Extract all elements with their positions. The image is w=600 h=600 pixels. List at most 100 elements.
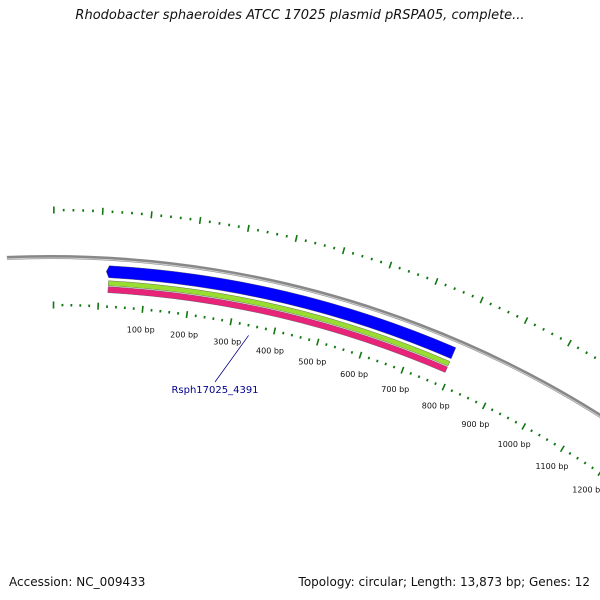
outer-minor-tick [314,241,317,245]
outer-minor-tick [489,302,492,306]
outer-minor-tick [559,336,563,340]
inner-minor-tick [545,438,549,442]
inner-major-tick [521,422,527,430]
accession-text: Accession: NC_009433 [9,575,146,589]
tick-label: 900 bp [461,420,489,429]
inner-minor-tick [514,420,518,424]
outer-minor-tick [304,239,307,243]
feature-track [106,265,457,373]
outer-minor-tick [542,327,545,331]
inner-major-tick [400,366,405,374]
inner-major-tick [481,402,487,410]
gene-label-leader [214,335,249,383]
inner-minor-tick [325,343,328,347]
outer-minor-tick [266,230,269,234]
outer-minor-tick [507,310,510,314]
outer-minor-tick [576,346,580,350]
outer-minor-tick [515,314,519,318]
inner-minor-tick [530,429,533,433]
outer-minor-tick [462,290,465,294]
inner-minor-tick [576,456,579,460]
tick-label: 1000 bp [498,440,531,449]
outer-minor-tick [323,244,326,247]
inner-minor-tick [376,359,379,363]
outer-minor-tick [276,232,279,236]
inner-minor-tick [425,378,429,382]
inner-minor-tick [333,345,337,349]
outer-tick-ring [53,206,597,360]
outer-major-tick [198,216,202,225]
tick-label: 1100 bp [535,462,568,471]
inner-minor-tick [409,371,413,375]
outer-minor-tick [416,273,420,277]
outer-minor-tick [425,276,429,280]
inner-minor-tick [568,451,572,455]
inner-minor-tick [434,382,437,386]
inner-major-tick [559,445,565,453]
inner-minor-tick [537,433,541,437]
inner-minor-tick [384,362,387,366]
outer-major-tick [434,277,439,286]
inner-minor-tick [307,338,311,342]
inner-minor-tick [299,335,302,339]
inner-minor-tick [553,442,557,446]
tick-label: 700 bp [381,385,409,394]
plasmid-backbone-highlight [6,257,600,418]
gene-label[interactable]: Rsph17025_4391 [171,385,258,396]
tick-label: 200 bp [170,330,198,339]
map-title: Rhodobacter sphaeroides ATCC 17025 plasm… [75,8,525,23]
tick-label: 400 bp [256,346,284,355]
outer-minor-tick [379,260,383,264]
outer-minor-tick [453,287,456,291]
tick-label: 600 bp [340,370,368,379]
inner-major-tick [358,351,363,359]
outer-minor-tick [398,266,401,270]
inner-minor-tick [583,461,587,465]
tick-label: 500 bp [298,357,326,366]
plasmid-backbone [6,255,600,419]
outer-minor-tick [444,283,447,287]
inner-minor-tick [498,412,502,416]
inner-minor-tick [350,350,354,354]
feature-band[interactable] [107,286,448,373]
gene-label-group: Rsph17025_4391 [171,335,259,396]
inner-minor-tick [474,400,478,404]
inner-minor-tick [450,389,454,393]
outer-minor-tick [533,323,537,327]
feature-band[interactable] [108,280,451,367]
outer-minor-tick [498,306,501,310]
inner-minor-tick [392,365,396,369]
inner-minor-tick [466,396,470,400]
outer-major-tick [479,296,484,304]
inner-major-tick [229,318,233,326]
outer-major-tick [246,224,250,232]
inner-minor-tick [247,323,250,327]
inner-minor-tick [458,392,462,396]
outer-minor-tick [285,234,288,238]
outer-major-tick [567,339,572,347]
inner-minor-tick [342,348,345,352]
outer-major-tick [150,211,153,219]
inner-major-tick [273,327,277,335]
outer-minor-tick [332,246,336,250]
inner-minor-tick [264,327,268,331]
inner-major-tick [316,338,320,346]
inner-minor-tick [367,356,371,360]
outer-major-tick [294,234,298,243]
inner-tick-ring [52,301,600,477]
inner-minor-tick [490,408,494,412]
tick-label: 800 bp [422,401,450,410]
gene-feature-Rsph17025_4391[interactable] [106,265,457,359]
outer-minor-tick [351,251,355,255]
outer-minor-tick [361,254,364,258]
summary-text: Topology: circular; Length: 13,873 bp; G… [298,575,590,589]
outer-minor-tick [471,294,475,298]
tick-label: 300 bp [213,337,241,346]
inner-major-tick [441,383,446,391]
tick-label: 1200 bp [572,485,600,494]
inner-major-tick [185,310,189,319]
outer-minor-tick [593,356,597,360]
outer-minor-tick [407,269,411,273]
inner-major-tick [141,305,144,313]
outer-minor-tick [550,332,554,336]
